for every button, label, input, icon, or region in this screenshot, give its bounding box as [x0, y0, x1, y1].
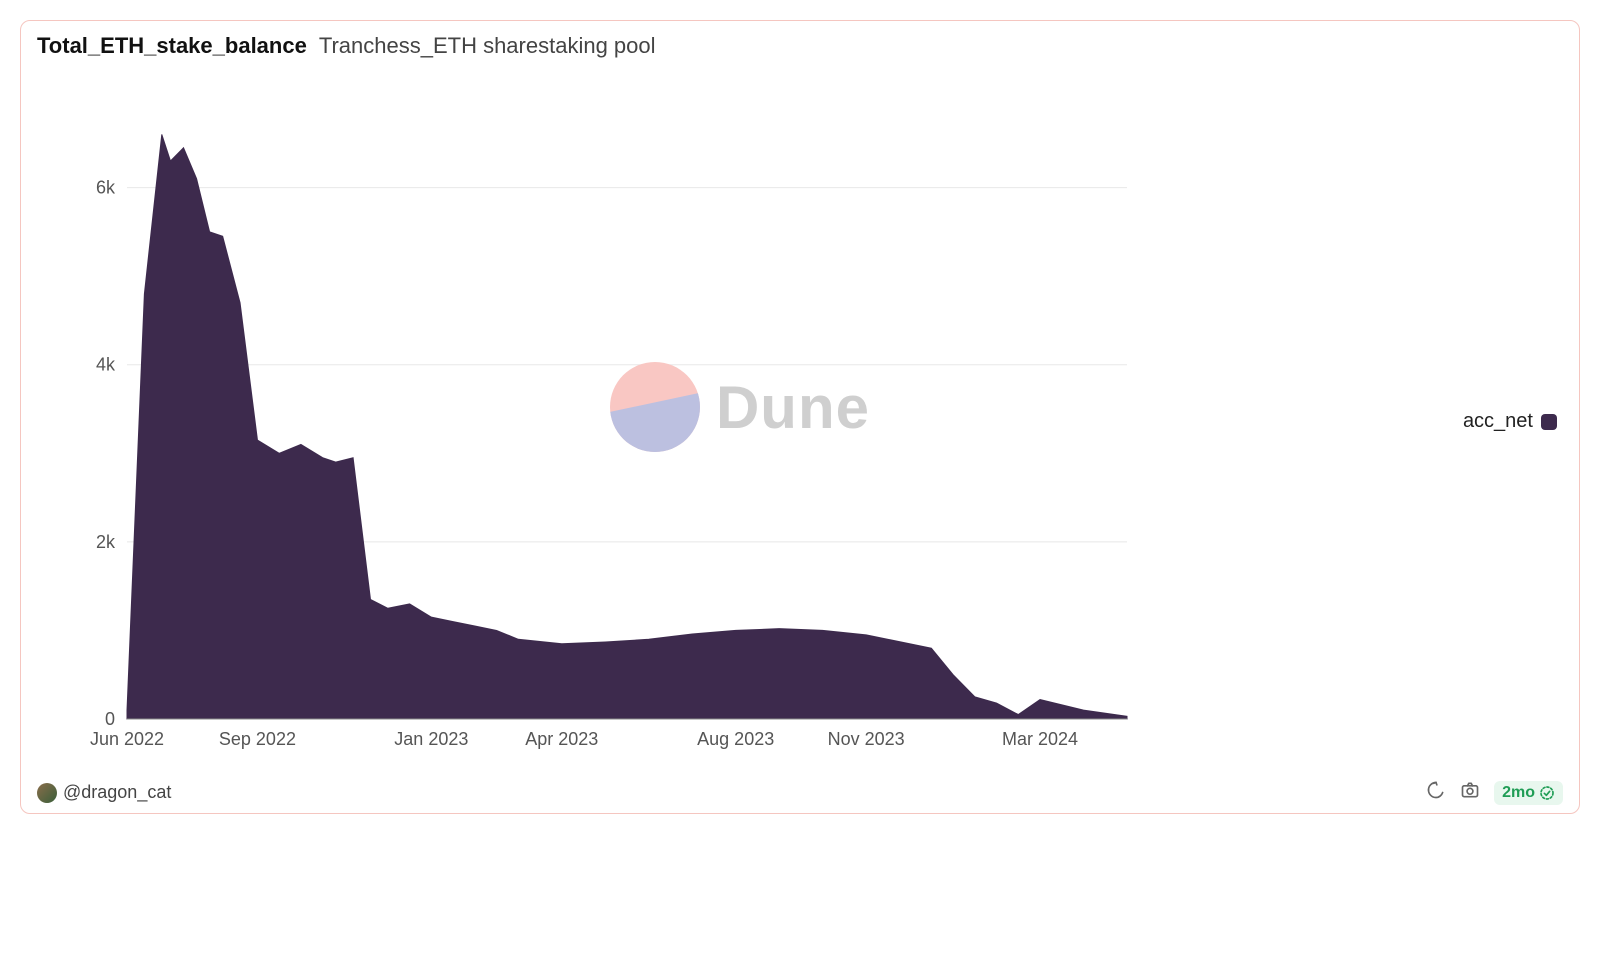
plot-area[interactable]: 0 2k 4k 6k Jun 2022 Sep 2022 Jan 2023 Apr 2023 A…: [37, 69, 1443, 774]
svg-text:2k: 2k: [96, 532, 116, 552]
chart-footer: @dragon_cat 2mo: [37, 780, 1563, 805]
author-avatar-icon: [37, 783, 57, 803]
legend-label: acc_net: [1463, 410, 1533, 433]
check-badge-icon: [1539, 785, 1555, 801]
svg-text:6k: 6k: [96, 178, 116, 198]
age-text: 2mo: [1502, 784, 1535, 802]
author-handle: @dragon_cat: [63, 782, 171, 803]
chart-legend[interactable]: acc_net: [1463, 410, 1563, 433]
svg-text:Apr 2023: Apr 2023: [525, 729, 598, 749]
svg-text:Aug 2023: Aug 2023: [697, 729, 774, 749]
svg-text:Mar 2024: Mar 2024: [1002, 729, 1078, 749]
camera-icon[interactable]: [1460, 780, 1480, 805]
svg-text:0: 0: [105, 709, 115, 729]
last-updated-badge[interactable]: 2mo: [1494, 781, 1563, 805]
refresh-icon[interactable]: [1426, 780, 1446, 805]
svg-text:Jun 2022: Jun 2022: [90, 729, 164, 749]
svg-text:Jan 2023: Jan 2023: [394, 729, 468, 749]
chart-card: Total_ETH_stake_balance Tranchess_ETH sh…: [20, 20, 1580, 814]
footer-actions: 2mo: [1426, 780, 1563, 805]
author-link[interactable]: @dragon_cat: [37, 782, 171, 803]
chart-subtitle: Tranchess_ETH sharestaking pool: [319, 33, 656, 59]
chart-body: 0 2k 4k 6k Jun 2022 Sep 2022 Jan 2023 Apr 2023 A…: [37, 69, 1563, 774]
chart-header: Total_ETH_stake_balance Tranchess_ETH sh…: [37, 33, 1563, 59]
svg-text:Sep 2022: Sep 2022: [219, 729, 296, 749]
chart-title: Total_ETH_stake_balance: [37, 33, 307, 59]
svg-text:4k: 4k: [96, 355, 116, 375]
area-chart-svg: 0 2k 4k 6k Jun 2022 Sep 2022 Jan 2023 Apr 2023 A…: [37, 69, 1137, 769]
legend-swatch: [1541, 414, 1557, 430]
svg-text:Nov 2023: Nov 2023: [828, 729, 905, 749]
